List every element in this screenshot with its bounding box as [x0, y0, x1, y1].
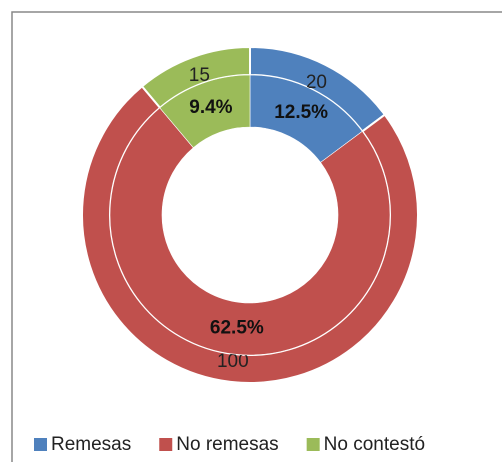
outer-label: 20 [306, 72, 327, 93]
legend-text: No contestó [324, 434, 425, 455]
outer-label: 100 [217, 351, 249, 372]
inner-label: 9.4% [189, 97, 232, 118]
legend-text: Remesas [51, 434, 131, 455]
legend-swatch [306, 438, 320, 451]
legend-swatch [159, 438, 173, 451]
inner-label: 12.5% [274, 102, 328, 123]
inner-label: 62.5% [210, 317, 264, 338]
legend-text: No remesas [176, 434, 278, 455]
doughnut-slice [109, 107, 391, 356]
legend-swatch [34, 438, 47, 451]
outer-label: 15 [189, 65, 210, 86]
doughnut-slice [159, 74, 251, 149]
